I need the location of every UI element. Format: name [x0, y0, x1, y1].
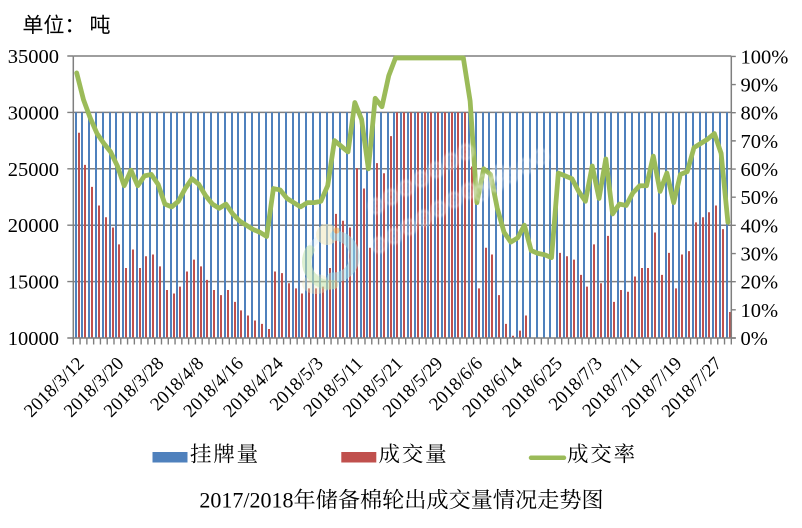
svg-text:25000: 25000	[8, 159, 59, 181]
svg-text:30000: 30000	[8, 102, 59, 124]
svg-text:90%: 90%	[741, 75, 779, 97]
svg-text:50%: 50%	[741, 187, 779, 209]
svg-text:40%: 40%	[741, 215, 779, 237]
svg-text:35000: 35000	[8, 46, 59, 68]
svg-text:15000: 15000	[8, 272, 59, 294]
svg-text:30%: 30%	[741, 244, 779, 266]
svg-text:0%: 0%	[741, 328, 768, 350]
svg-text:10000: 10000	[8, 328, 59, 350]
svg-text:20000: 20000	[8, 215, 59, 237]
svg-text:80%: 80%	[741, 103, 779, 125]
svg-text:60%: 60%	[741, 159, 779, 181]
svg-text:100%: 100%	[741, 46, 789, 68]
svg-text:70%: 70%	[741, 131, 779, 153]
svg-text:10%: 10%	[741, 300, 779, 322]
svg-text:20%: 20%	[741, 272, 779, 294]
svg-text:2017/2018: 2017/2018	[199, 488, 293, 513]
